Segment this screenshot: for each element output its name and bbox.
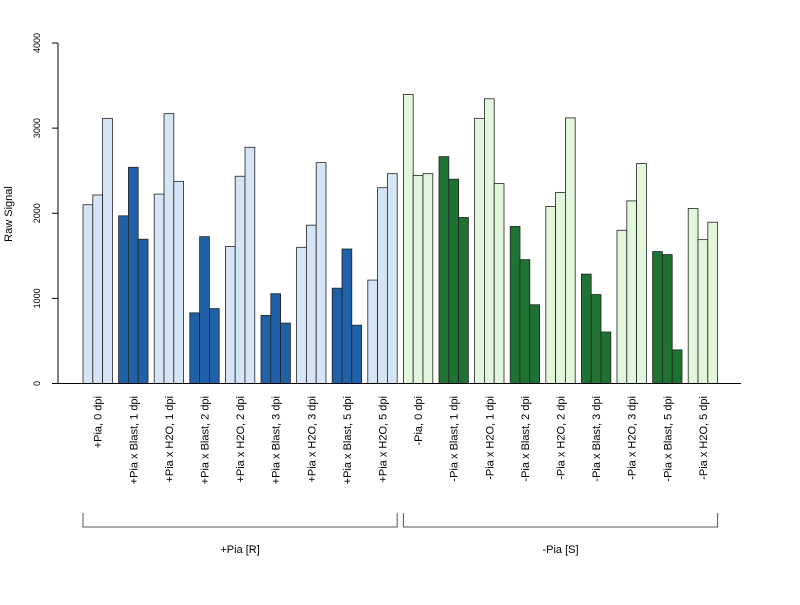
bar xyxy=(707,221,718,384)
bar xyxy=(386,173,398,384)
category-label: +Pia x Blast, 3 dpi xyxy=(271,396,283,484)
category-label: +Pia x Blast, 2 dpi xyxy=(200,396,212,484)
bar xyxy=(412,174,424,384)
bar xyxy=(92,194,104,384)
bar xyxy=(545,206,556,384)
bar xyxy=(224,246,236,384)
group-bracket xyxy=(402,513,719,528)
group-bracket xyxy=(82,513,398,528)
bar xyxy=(483,98,495,384)
bar xyxy=(519,259,531,384)
y-tick-label: 4000 xyxy=(32,33,42,53)
bar xyxy=(671,349,683,384)
bar xyxy=(555,191,566,384)
bar xyxy=(153,193,165,384)
bar xyxy=(315,162,327,384)
category-label: -Pia, 0 dpi xyxy=(413,396,425,446)
bar xyxy=(270,293,281,384)
bar xyxy=(244,146,256,384)
bar xyxy=(189,312,201,384)
bar xyxy=(208,308,220,384)
bars xyxy=(82,94,718,384)
bar xyxy=(173,180,185,384)
bar xyxy=(260,314,272,384)
category-label: +Pia, 0 dpi xyxy=(93,396,105,448)
category-label: +Pia x H2O, 2 dpi xyxy=(235,396,247,483)
bar xyxy=(616,229,628,384)
bar xyxy=(687,208,699,384)
category-label: -Pia x H2O, 1 dpi xyxy=(484,396,496,480)
bar xyxy=(662,254,673,384)
category-label: -Pia x Blast, 2 dpi xyxy=(520,396,532,482)
bar xyxy=(581,273,592,384)
bar xyxy=(341,248,353,384)
bar xyxy=(305,224,317,384)
bar xyxy=(280,322,291,384)
bar xyxy=(296,246,307,384)
bar xyxy=(636,163,647,384)
bar xyxy=(199,236,210,384)
bar xyxy=(652,251,663,384)
bar xyxy=(82,204,94,384)
category-label: +Pia x H2O, 5 dpi xyxy=(378,396,390,483)
group-label: -Pia [S] xyxy=(542,544,578,556)
category-label: +Pia x H2O, 3 dpi xyxy=(306,396,318,483)
bar xyxy=(102,117,113,384)
category-label: -Pia x Blast, 1 dpi xyxy=(449,396,461,482)
bar xyxy=(626,200,637,384)
bar xyxy=(474,117,485,384)
bar xyxy=(493,183,505,384)
bar xyxy=(590,294,602,384)
bar xyxy=(137,238,149,384)
bar xyxy=(529,304,540,384)
bar xyxy=(127,166,139,384)
category-label: -Pia x Blast, 3 dpi xyxy=(591,396,603,482)
group-brackets: +Pia [R] -Pia [S] xyxy=(82,513,719,556)
category-label: +Pia x H2O, 1 dpi xyxy=(164,396,176,483)
category-label: -Pia x Blast, 5 dpi xyxy=(662,396,674,482)
bar xyxy=(509,226,521,384)
group-label: +Pia [R] xyxy=(220,544,259,556)
y-tick-label: 3000 xyxy=(32,118,42,138)
bar xyxy=(600,331,612,384)
bar xyxy=(118,215,129,384)
bar xyxy=(234,175,246,384)
bar xyxy=(448,178,459,384)
bar xyxy=(367,279,378,384)
category-label: -Pia x H2O, 5 dpi xyxy=(698,396,710,480)
y-axis-label: Raw Signal xyxy=(3,186,15,242)
bar xyxy=(351,324,362,384)
y-tick-label: 0 xyxy=(32,381,42,386)
category-labels: +Pia, 0 dpi +Pia x Blast, 1 dpi +Pia x H2O… xyxy=(93,396,710,484)
y-axis: 0 1000 2000 3000 4000 xyxy=(32,33,59,386)
category-label: +Pia x Blast, 1 dpi xyxy=(128,396,140,484)
bar xyxy=(565,117,576,384)
bar xyxy=(377,187,388,384)
bar xyxy=(402,94,414,384)
y-tick-label: 2000 xyxy=(32,203,42,223)
y-tick-label: 1000 xyxy=(32,288,42,308)
bar xyxy=(331,287,343,384)
bar xyxy=(163,113,175,384)
bar xyxy=(422,173,434,384)
category-label: -Pia x H2O, 3 dpi xyxy=(627,396,639,480)
bar xyxy=(438,156,450,384)
category-label: +Pia x Blast, 5 dpi xyxy=(342,396,354,484)
bar xyxy=(697,239,709,384)
bar xyxy=(458,217,469,384)
category-label: -Pia x H2O, 2 dpi xyxy=(556,396,568,480)
